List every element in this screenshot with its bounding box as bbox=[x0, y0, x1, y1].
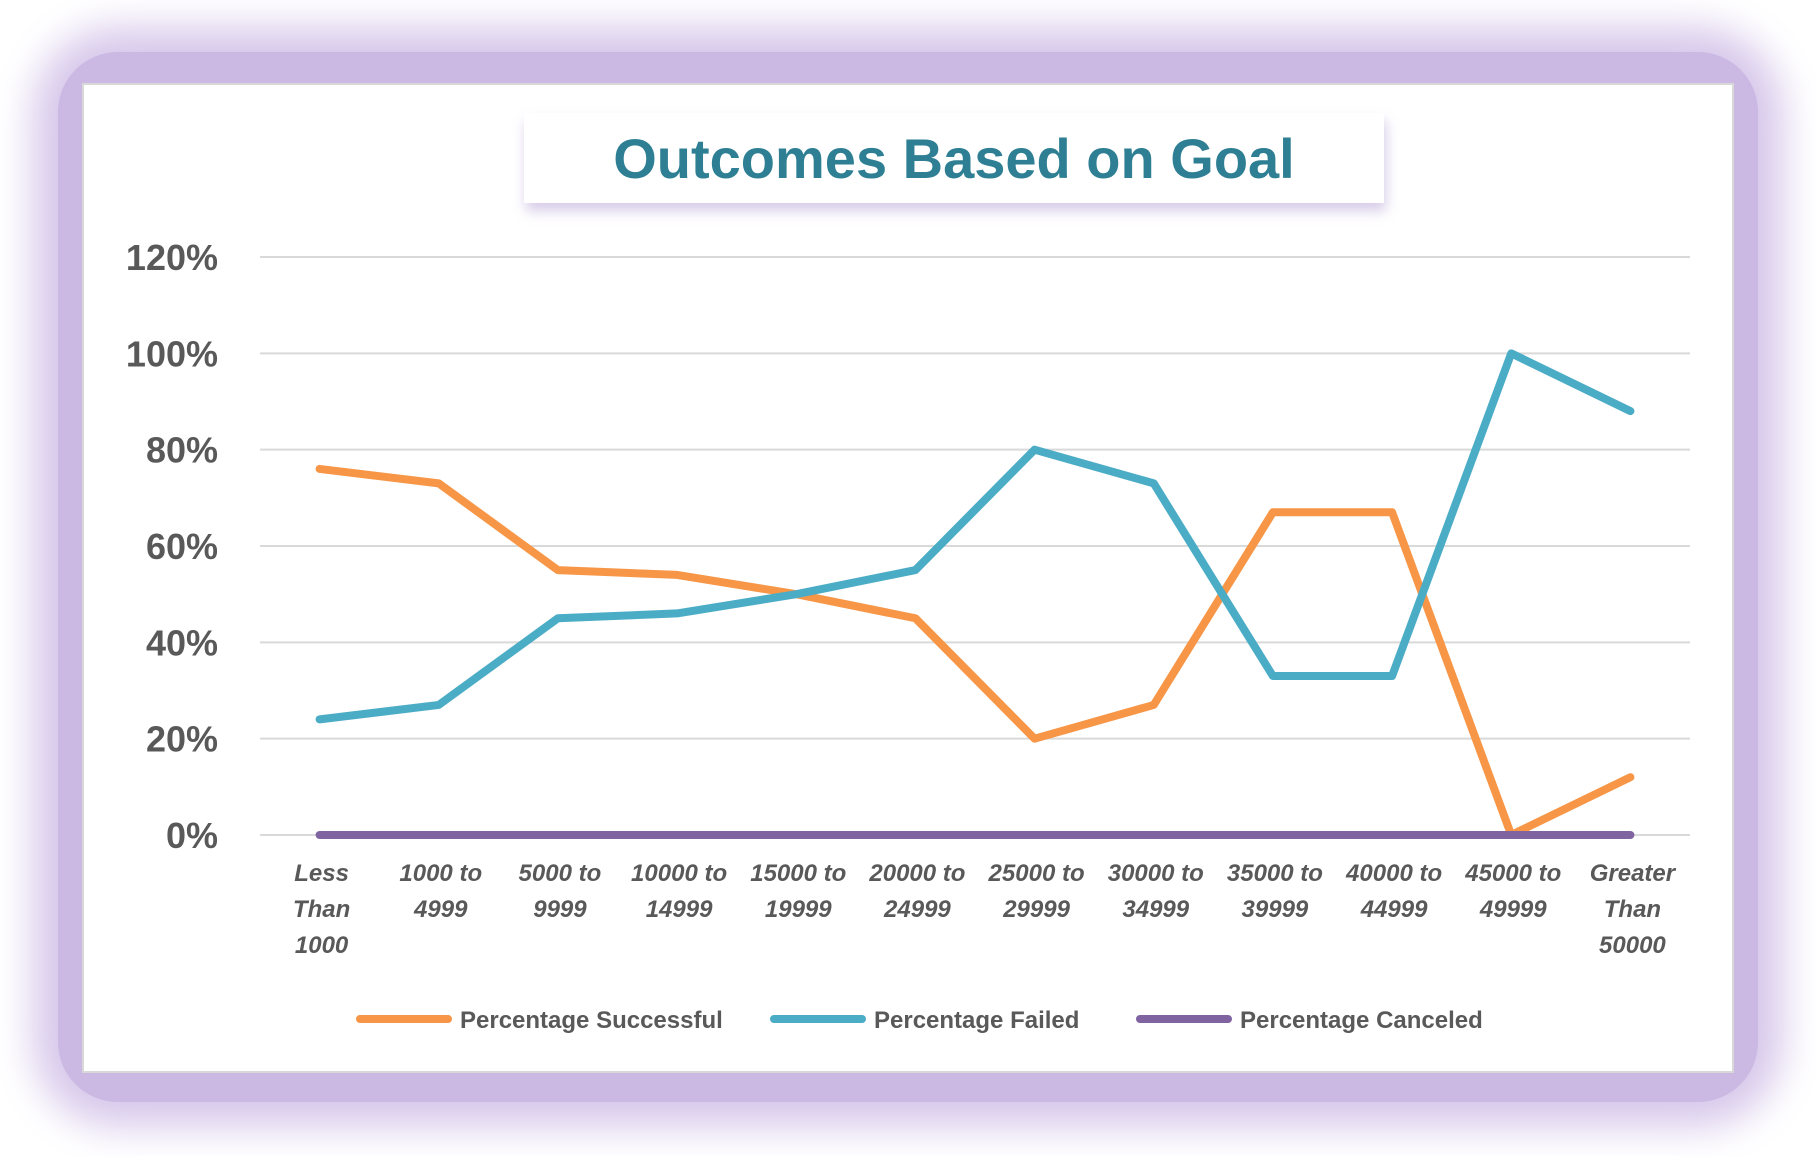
x-tick-label: 10000 to 14999 bbox=[631, 860, 727, 923]
chart-card: Outcomes Based on Goal bbox=[82, 83, 1734, 1073]
y-tick-label: 20% bbox=[146, 719, 218, 760]
x-tick-label: 15000 to 19999 bbox=[750, 860, 846, 923]
y-tick-label: 100% bbox=[126, 333, 218, 374]
x-tick-label: 25000 to 29999 bbox=[988, 860, 1085, 923]
series-line-percentage-failed bbox=[315, 349, 1635, 724]
x-tick-label: 20000 to 24999 bbox=[868, 860, 965, 923]
legend-label: Percentage Canceled bbox=[1240, 1007, 1483, 1034]
x-tick-label: 1000 to 4999 bbox=[399, 860, 482, 923]
y-tick-label: 40% bbox=[146, 622, 218, 663]
x-tick-label: 40000 to 44999 bbox=[1345, 860, 1442, 923]
legend-label: Percentage Successful bbox=[460, 1007, 723, 1034]
y-tick-label: 80% bbox=[146, 430, 218, 471]
chart-title: Outcomes Based on Goal bbox=[613, 126, 1295, 190]
chart-title-box: Outcomes Based on Goal bbox=[524, 113, 1384, 203]
y-tick-label: 120% bbox=[126, 237, 218, 278]
legend-label: Percentage Failed bbox=[874, 1007, 1079, 1034]
y-tick-label: 60% bbox=[146, 526, 218, 567]
x-tick-label: 35000 to 39999 bbox=[1227, 860, 1323, 923]
series-line-percentage-successful bbox=[315, 464, 1635, 839]
x-tick-label: 30000 to 34999 bbox=[1108, 860, 1204, 923]
y-tick-label: 0% bbox=[166, 815, 218, 856]
x-tick-label: Less Than 1000 bbox=[293, 860, 350, 959]
x-tick-label: 5000 to 9999 bbox=[519, 860, 602, 923]
x-tick-label: 45000 to 49999 bbox=[1464, 860, 1561, 923]
x-tick-label: Greater Than 50000 bbox=[1590, 860, 1677, 959]
